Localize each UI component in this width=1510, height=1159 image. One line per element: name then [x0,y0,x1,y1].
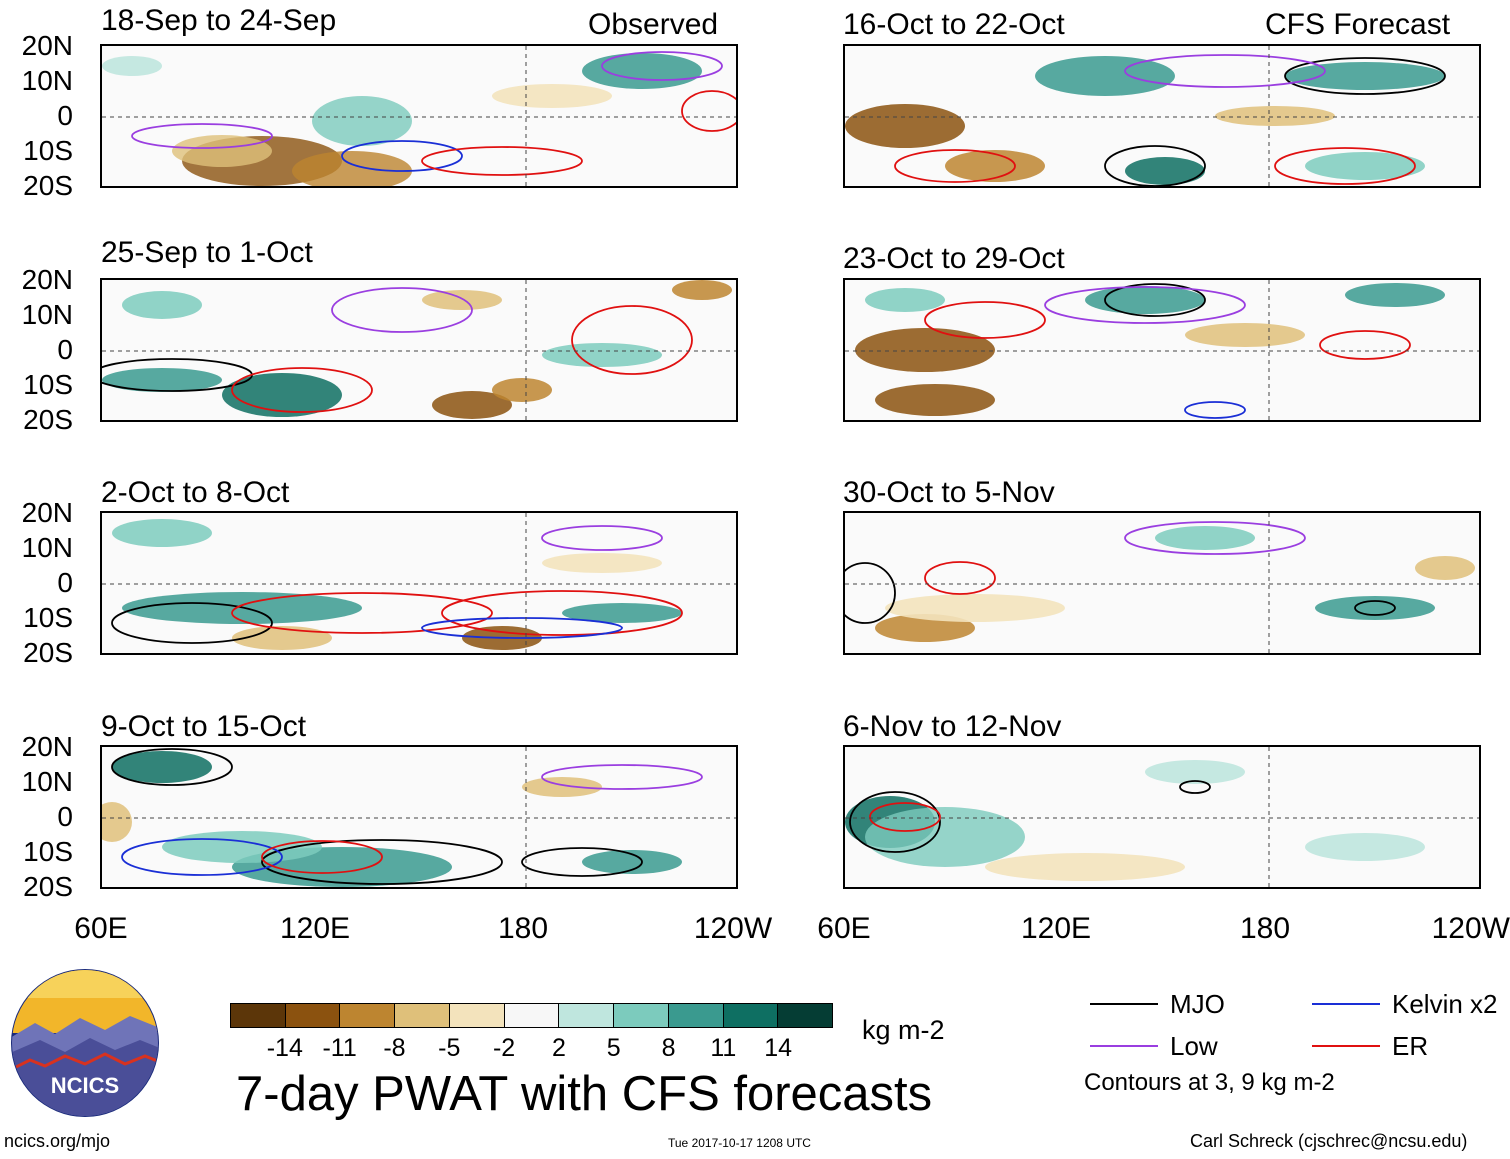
colorbar-swatch [614,1004,669,1027]
panel-title: 2-Oct to 8-Oct [101,476,290,509]
map-panel [843,278,1481,422]
logo-text: NCICS [51,1073,119,1098]
panel-title: 30-Oct to 5-Nov [843,476,1055,509]
lat-label: 0 [57,334,73,365]
colorbar-swatch [449,1004,505,1027]
legend-line-mjo [1090,1003,1158,1005]
legend-label-low: Low [1170,1031,1218,1061]
panel-title: 18-Sep to 24-Sep [101,4,337,37]
map-panel [100,44,738,188]
ncics-logo: NCICS [10,968,160,1118]
colorbar-swatch [340,1004,396,1027]
colorbar-tick-label: -2 [492,1034,516,1062]
lon-label: 60E [74,912,128,945]
lat-label: 20N [21,264,73,295]
colorbar-swatch [231,1004,286,1027]
map-panel [100,278,738,422]
legend-label-kelvin: Kelvin x2 [1392,989,1498,1019]
lon-label: 180 [1239,912,1291,945]
panel-title: 25-Sep to 1-Oct [101,236,313,269]
colorbar-tick-label: -11 [322,1034,357,1062]
lon-label: 120E [279,912,351,945]
legend-line-low [1090,1045,1158,1047]
lat-label: 20S [23,170,73,201]
lat-label: 20N [21,497,73,528]
author-credit: Carl Schreck (cjschrec@ncsu.edu) [1190,1131,1468,1151]
panel-title: 16-Oct to 22-Oct [843,8,1065,41]
colorbar-tick-label: 2 [551,1034,566,1062]
colorbar-tick-label: 11 [710,1034,737,1062]
legend-line-er [1312,1045,1380,1047]
legend-label-mjo: MJO [1170,989,1225,1019]
lat-label: 20S [23,637,73,668]
lon-label: 120W [693,912,773,945]
colorbar-swatch [504,1004,560,1027]
lat-label: 10S [23,135,73,166]
lon-label: 180 [497,912,549,945]
colorbar-units: kg m-2 [862,1015,945,1045]
colorbar-tick-label: 8 [661,1034,676,1062]
colorbar-tick-label: -5 [438,1034,461,1062]
footer-url: ncics.org/mjo [4,1131,111,1151]
lat-label: 20S [23,871,73,902]
colorbar-tick-label: -8 [383,1034,406,1062]
colorbar-swatch [668,1004,724,1027]
colorbar-swatch [285,1004,341,1027]
panel-title: 23-Oct to 29-Oct [843,242,1065,275]
lat-label: 10N [21,65,73,96]
colorbar [230,1003,833,1028]
map-panel [843,745,1481,889]
panel-title: 9-Oct to 15-Oct [101,710,307,743]
colorbar-swatch [723,1004,779,1027]
lat-label: 10N [21,766,73,797]
lat-label: 20N [21,30,73,61]
colorbar-swatch [395,1004,450,1027]
lon-label: 120E [1020,912,1092,945]
map-panel [843,44,1481,188]
map-panel [100,745,738,889]
timestamp: Tue 2017-10-17 1208 UTC [668,1136,811,1150]
colorbar-swatch [778,1004,833,1027]
map-panel [100,511,738,655]
contour-note: Contours at 3, 9 kg m-2 [1084,1069,1335,1096]
legend-label-er: ER [1392,1031,1429,1061]
observed-label: Observed [588,8,719,41]
lat-label: 0 [57,100,73,131]
forecast-label: CFS Forecast [1265,8,1451,41]
lat-label: 10N [21,532,73,563]
map-panel [843,511,1481,655]
lat-label: 20S [23,404,73,435]
lat-label: 10S [23,836,73,867]
lat-label: 20N [21,731,73,762]
colorbar-tick-label: 14 [764,1034,793,1062]
legend-line-kelvin [1312,1003,1380,1005]
lat-label: 10S [23,369,73,400]
lon-label: 120W [1431,912,1510,945]
colorbar-ticks: -14 -11 -8 -5 -2 2 5 8 11 14 [0,1034,1510,1064]
lat-label: 10S [23,602,73,633]
lat-label: 10N [21,299,73,330]
panel-title: 6-Nov to 12-Nov [843,710,1062,743]
figure-title: 7-day PWAT with CFS forecasts [236,1067,933,1121]
colorbar-swatch [559,1004,615,1027]
colorbar-tick-label: 5 [606,1034,621,1062]
lat-label: 0 [57,567,73,598]
colorbar-tick-label: -14 [266,1034,303,1062]
lat-label: 0 [57,801,73,832]
lon-label: 60E [817,912,871,945]
